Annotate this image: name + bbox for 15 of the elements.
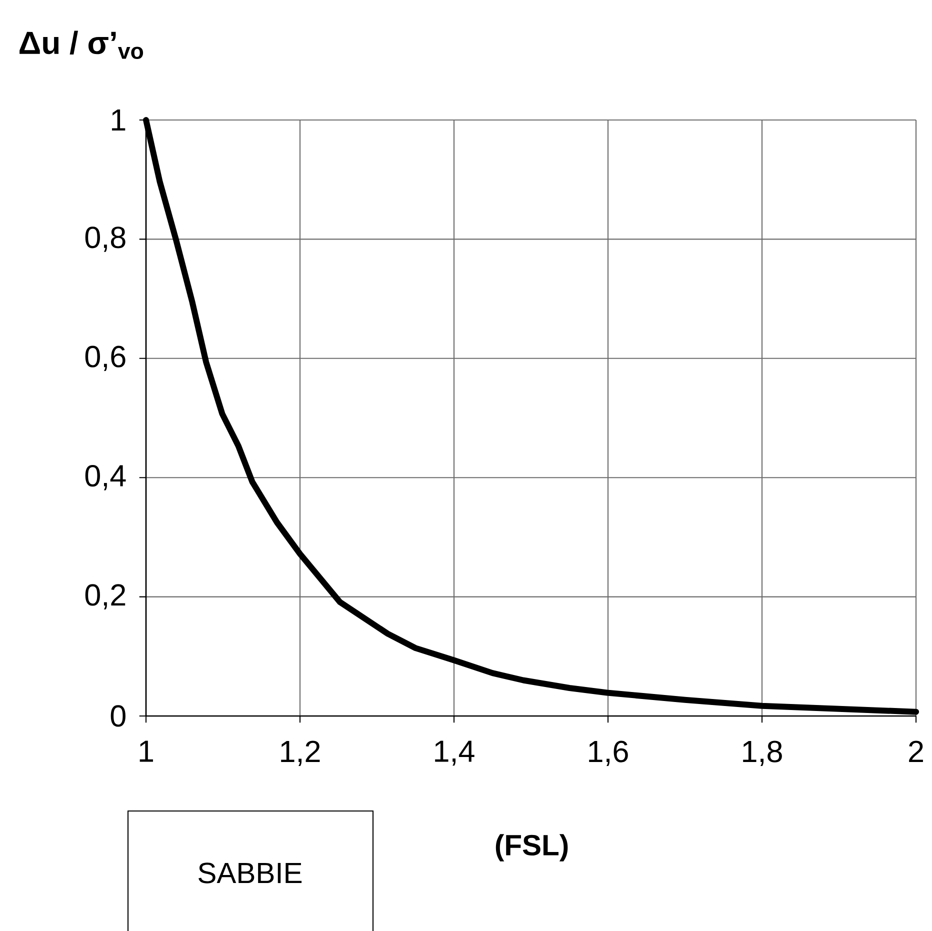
y-tick-label: 0,4 [85, 464, 126, 490]
x-tick-label: 2 [909, 740, 923, 762]
x-tick-label: 1,4 [435, 740, 474, 766]
y-tick-label: 0,8 [85, 226, 126, 252]
y-axis-title: Δu / σ’$_{vo}$ [20, 30, 144, 60]
x-tick-label: 1,8 [743, 740, 782, 766]
y-tick-label: 0,2 [85, 584, 126, 610]
x-tick-label: 1 [140, 740, 154, 762]
y-tick-label: 0,6 [85, 346, 126, 372]
text: SABBIE [198, 862, 302, 884]
x-tick-label: 1,6 [589, 740, 628, 766]
x-axis-title: (FSL) [496, 834, 568, 862]
y-tick-label: 0 [110, 705, 126, 727]
y-tick-label: 1 [112, 109, 126, 131]
x-tick-label: 1,2 [281, 740, 320, 766]
